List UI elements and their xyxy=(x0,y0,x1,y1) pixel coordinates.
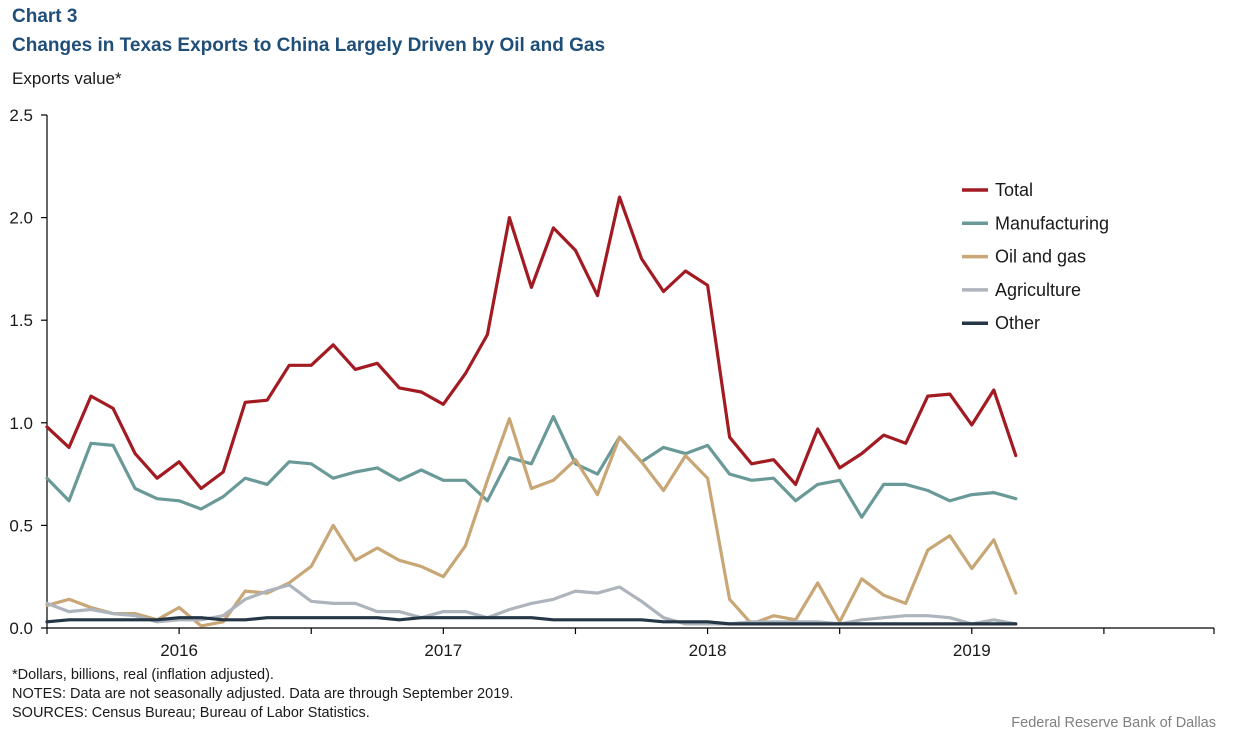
x-tick-label: 2017 xyxy=(424,641,462,660)
units-note: *Dollars, billions, real (inflation adju… xyxy=(12,667,274,683)
series-line-oil-and-gas xyxy=(45,417,1018,628)
legend-label: Oil and gas xyxy=(995,247,1086,267)
y-tick-label: 1.5 xyxy=(9,311,33,330)
y-tick-label: 1.0 xyxy=(9,414,33,433)
series-line-other xyxy=(45,616,1018,626)
chart-label: Chart 3 xyxy=(12,6,78,27)
y-axis-title: Exports value* xyxy=(12,69,122,88)
publisher-credit: Federal Reserve Bank of Dallas xyxy=(1011,715,1216,731)
y-tick-label: 0.5 xyxy=(9,516,33,535)
legend-label: Manufacturing xyxy=(995,213,1109,233)
y-tick-label: 2.5 xyxy=(9,106,33,125)
sources-note: SOURCES: Census Bureau; Bureau of Labor … xyxy=(12,705,370,721)
legend-label: Total xyxy=(995,180,1033,200)
x-tick-label: 2019 xyxy=(953,641,991,660)
y-tick-label: 0.0 xyxy=(9,619,33,638)
x-tick-label: 2018 xyxy=(689,641,727,660)
legend-label: Other xyxy=(995,313,1040,333)
series-lines xyxy=(45,195,1018,628)
data-note: NOTES: Data are not seasonally adjusted.… xyxy=(12,686,514,702)
chart-notes: *Dollars, billions, real (inflation adju… xyxy=(12,666,513,723)
chart-title: Changes in Texas Exports to China Largel… xyxy=(12,35,606,56)
series-line-total xyxy=(45,195,1018,491)
axes: 0.0 0.5 1.0 1.5 2.0 2.5 2016 2017 2018 2019 xyxy=(9,106,1215,660)
y-tick-label: 2.0 xyxy=(9,209,33,228)
legend-label: Agriculture xyxy=(995,280,1081,300)
x-tick-label: 2016 xyxy=(160,641,198,660)
legend: Total Manufacturing Oil and gas Agriculture… xyxy=(962,180,1109,333)
series-line-manufacturing xyxy=(45,415,1018,519)
